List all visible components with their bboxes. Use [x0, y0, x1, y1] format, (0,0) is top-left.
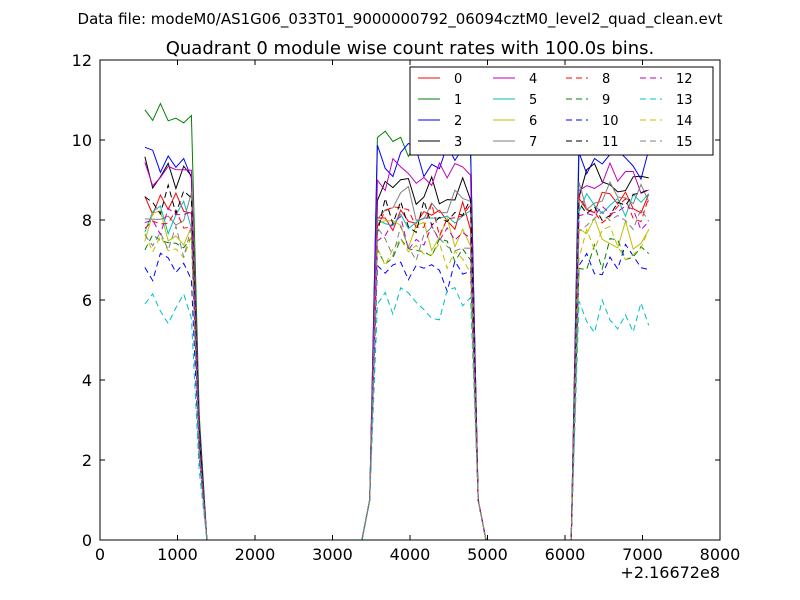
x-tick-label: 3000	[312, 545, 353, 564]
y-tick-label: 12	[72, 51, 92, 70]
y-tick-label: 6	[82, 291, 92, 310]
legend-label-8: 8	[602, 72, 610, 87]
legend-label-5: 5	[529, 93, 537, 108]
chart-title: Quadrant 0 module wise count rates with …	[166, 38, 655, 59]
y-tick-label: 0	[82, 531, 92, 550]
legend-label-4: 4	[529, 72, 537, 87]
legend-label-15: 15	[676, 135, 693, 150]
x-tick-label: 1000	[157, 545, 198, 564]
plot-frame	[99, 59, 721, 541]
x-tick-label: 2000	[235, 545, 276, 564]
y-tick-label: 10	[72, 131, 92, 150]
x-tick-label: 4000	[390, 545, 431, 564]
x-tick-label: 6000	[545, 545, 586, 564]
x-tick-label: 5000	[467, 545, 508, 564]
y-tick-label: 2	[82, 451, 92, 470]
legend-label-11: 11	[602, 135, 619, 150]
axis-ticks: 0 1000 2000 3000 4000 5000 6000 7000 80000246810…	[72, 51, 741, 564]
legend-box	[409, 66, 714, 156]
legend-label-13: 13	[676, 93, 693, 108]
legend-label-3: 3	[454, 135, 462, 150]
legend-label-2: 2	[454, 114, 462, 129]
x-offset-label: +2.16672e8	[620, 563, 720, 582]
x-tick-label: 8000	[700, 545, 741, 564]
x-tick-label: 0	[95, 545, 105, 564]
legend-label-7: 7	[529, 135, 537, 150]
legend-label-6: 6	[529, 114, 537, 129]
y-tick-label: 8	[82, 211, 92, 230]
legend-label-12: 12	[676, 72, 693, 87]
legend-label-0: 0	[454, 72, 462, 87]
legend-label-1: 1	[454, 93, 462, 108]
legend-label-9: 9	[602, 93, 610, 108]
legend-label-14: 14	[676, 114, 693, 129]
legend-label-10: 10	[602, 114, 619, 129]
figure-suptitle: Data file: modeM0/AS1G06_033T01_90000007…	[78, 10, 723, 29]
x-tick-label: 7000	[622, 545, 663, 564]
y-tick-label: 4	[82, 371, 92, 390]
